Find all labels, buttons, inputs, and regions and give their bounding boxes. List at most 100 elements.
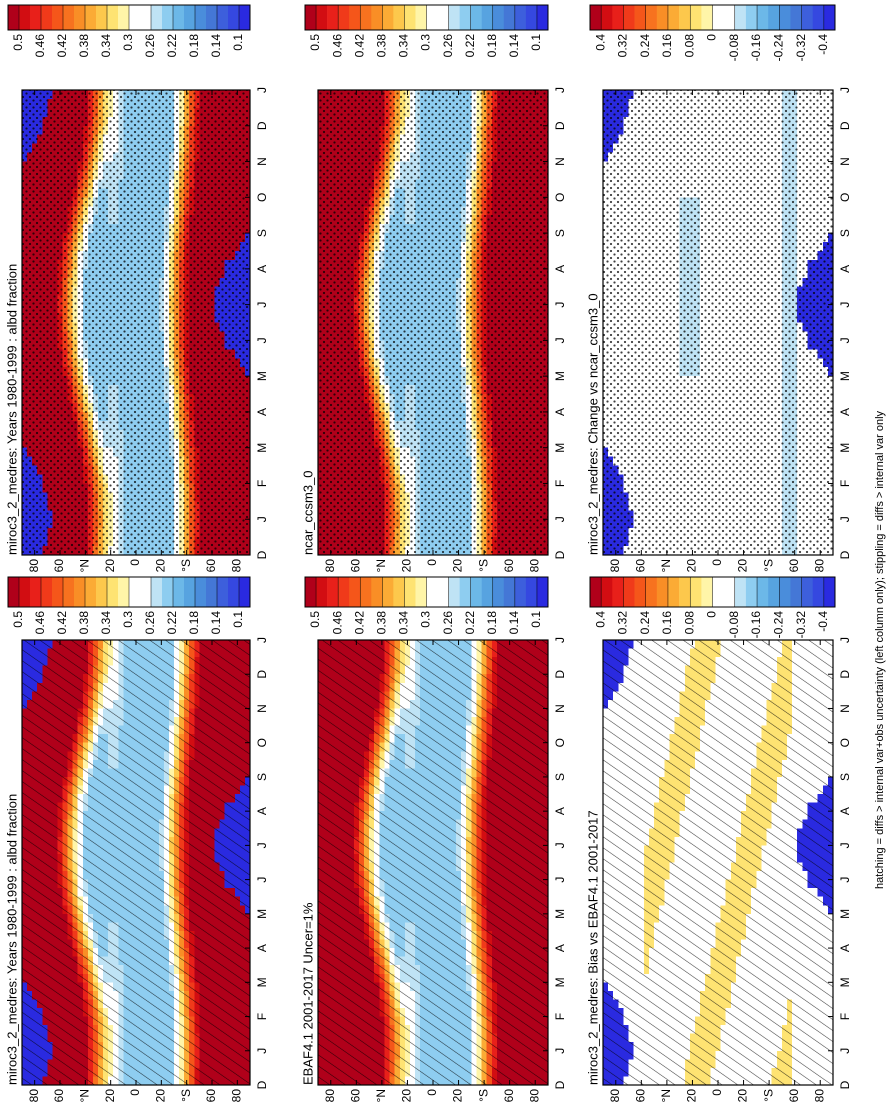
colorbar-label: 0.34 xyxy=(99,611,113,635)
colorbar-box xyxy=(107,577,119,607)
x-tick-label: A xyxy=(255,944,269,952)
colorbar-box xyxy=(195,577,207,607)
x-tick-label: N xyxy=(255,157,269,166)
y-tick-label: °S xyxy=(179,1089,193,1102)
x-tick-label: M xyxy=(255,371,269,381)
colorbar-label: 0.42 xyxy=(55,34,69,58)
x-tick-label: J xyxy=(255,87,269,93)
colorbar-label: 0.46 xyxy=(33,611,47,635)
colorbar-box xyxy=(118,5,130,30)
colorbar-box xyxy=(30,577,42,607)
hatching-overlay xyxy=(22,640,250,1085)
colorbar-box xyxy=(162,577,174,607)
colorbar-box xyxy=(107,5,119,30)
colorbar-box xyxy=(206,577,218,607)
y-tick-label: 60 xyxy=(52,559,66,573)
x-tick-label: J xyxy=(255,337,269,343)
colorbar-box xyxy=(140,577,152,607)
colorbar-label: 0.3 xyxy=(121,34,135,51)
x-tick-label: F xyxy=(255,480,269,487)
colorbar-box xyxy=(162,5,174,30)
colorbar-label: 0.3 xyxy=(121,611,135,628)
y-tick-label: 20 xyxy=(103,559,117,573)
colorbar-box xyxy=(217,577,229,607)
panel-title: miroc3_2_medres: Years 1980-1999 : albd … xyxy=(4,264,19,555)
rotated-figure: miroc3_2_medres: Years 1980-1999 : albd … xyxy=(4,4,886,1103)
colorbar-box xyxy=(140,5,152,30)
colorbar-label: 0.22 xyxy=(165,34,179,58)
x-tick-label: M xyxy=(255,443,269,453)
colorbar-box xyxy=(96,577,108,607)
stippling-overlay xyxy=(22,90,250,555)
colorbar-box xyxy=(52,5,64,30)
x-tick-label: D xyxy=(255,670,269,679)
colorbar-box xyxy=(19,577,31,607)
y-tick-label: 80 xyxy=(230,559,244,573)
x-tick-label: O xyxy=(255,193,269,202)
x-tick-label: O xyxy=(255,738,269,747)
x-tick-label: J xyxy=(255,516,269,522)
field xyxy=(22,640,250,1085)
colorbar-label: 0.22 xyxy=(165,611,179,635)
x-tick-label: M xyxy=(255,977,269,987)
colorbar-box xyxy=(184,577,196,607)
y-tick-label: 20 xyxy=(154,1089,168,1103)
y-tick-label: 80 xyxy=(27,559,41,573)
colorbar-label: 0.38 xyxy=(77,34,91,58)
y-tick-label: 0 xyxy=(128,559,142,566)
x-tick-label: M xyxy=(255,909,269,919)
x-tick-label: J xyxy=(255,302,269,308)
colorbar-box xyxy=(19,5,31,30)
colorbar-box xyxy=(228,5,240,30)
y-tick-label: 60 xyxy=(204,559,218,573)
colorbar-box xyxy=(41,5,53,30)
colorbar-box xyxy=(96,5,108,30)
colorbar-label: 0.18 xyxy=(187,611,201,635)
y-tick-label: 80 xyxy=(27,1089,41,1103)
field xyxy=(318,640,548,1085)
colorbar-box xyxy=(85,577,97,607)
colorbar-label: 0.5 xyxy=(11,34,25,51)
x-tick-label: J xyxy=(255,637,269,643)
colorbar-box xyxy=(41,577,53,607)
colorbar-box xyxy=(206,5,218,30)
x-tick-label: D xyxy=(255,121,269,130)
x-tick-label: S xyxy=(255,229,269,237)
field xyxy=(22,90,250,555)
x-tick-label: J xyxy=(255,877,269,883)
panel-title: miroc3_2_medres: Years 1980-1999 : albd … xyxy=(4,794,19,1085)
panel: EBAF4.1 2001-2017 Uncer=1% DJFMAMJJASONDJ… xyxy=(300,576,567,1102)
x-tick-label: J xyxy=(255,1048,269,1054)
colorbar-box xyxy=(195,5,207,30)
colorbar-box xyxy=(228,577,240,607)
colorbar-label: 0.26 xyxy=(143,34,157,58)
y-tick-label: °S xyxy=(179,559,193,572)
colorbar-box xyxy=(52,577,64,607)
colorbar-box xyxy=(151,5,163,30)
x-tick-label: F xyxy=(255,1013,269,1020)
colorbar-box xyxy=(85,5,97,30)
y-tick-label: 80 xyxy=(230,1089,244,1103)
colorbar-label: 0.38 xyxy=(77,611,91,635)
x-tick-label: A xyxy=(255,408,269,416)
colorbar-label: 0.42 xyxy=(55,611,69,635)
colorbar-label: 0.1 xyxy=(231,34,245,51)
colorbar-box xyxy=(151,577,163,607)
y-tick-label: 20 xyxy=(103,1089,117,1103)
colorbar-box xyxy=(217,5,229,30)
colorbar-box xyxy=(129,577,141,607)
colorbar-label: 0.26 xyxy=(143,611,157,635)
colorbar-box xyxy=(8,577,20,607)
y-tick-label: °N xyxy=(78,1089,92,1102)
colorbar-box xyxy=(8,5,20,30)
colorbar-label: 0.34 xyxy=(99,34,113,58)
y-tick-label: 20 xyxy=(154,559,168,573)
x-tick-label: D xyxy=(255,550,269,559)
colorbar-box xyxy=(63,5,75,30)
colorbar-box xyxy=(173,5,185,30)
panel: miroc3_2_medres: Years 1980-1999 : albd … xyxy=(4,4,269,573)
x-tick-label: A xyxy=(255,265,269,273)
colorbar-box xyxy=(118,577,130,607)
